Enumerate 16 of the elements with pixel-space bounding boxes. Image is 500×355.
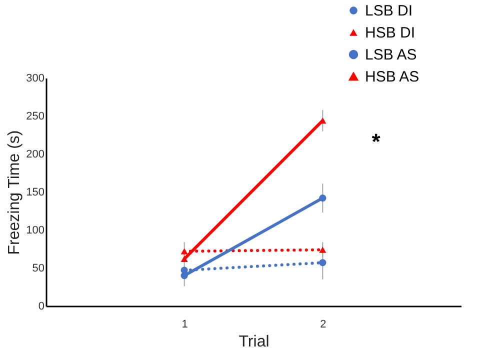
x-axis-title: Trial (238, 334, 270, 350)
legend-label: LSB DI (365, 2, 413, 20)
y-tick-label: 0 (38, 300, 44, 312)
y-tick-label: 50 (32, 262, 44, 274)
y-tick-label: 300 (26, 72, 44, 84)
x-tick-label: 2 (320, 318, 326, 330)
y-tick-label: 100 (26, 224, 44, 236)
annotation: * (372, 129, 381, 154)
y-tick-label: 200 (26, 148, 44, 160)
y-tick-label: 150 (26, 186, 44, 198)
y-tick-label: 250 (26, 110, 44, 122)
legend-label: LSB AS (365, 46, 417, 64)
x-tick-label: 1 (182, 318, 188, 330)
y-axis-title: Freezing Time (s) (6, 130, 24, 255)
legend-label: HSB DI (365, 24, 416, 42)
legend-label: HSB AS (365, 68, 420, 86)
